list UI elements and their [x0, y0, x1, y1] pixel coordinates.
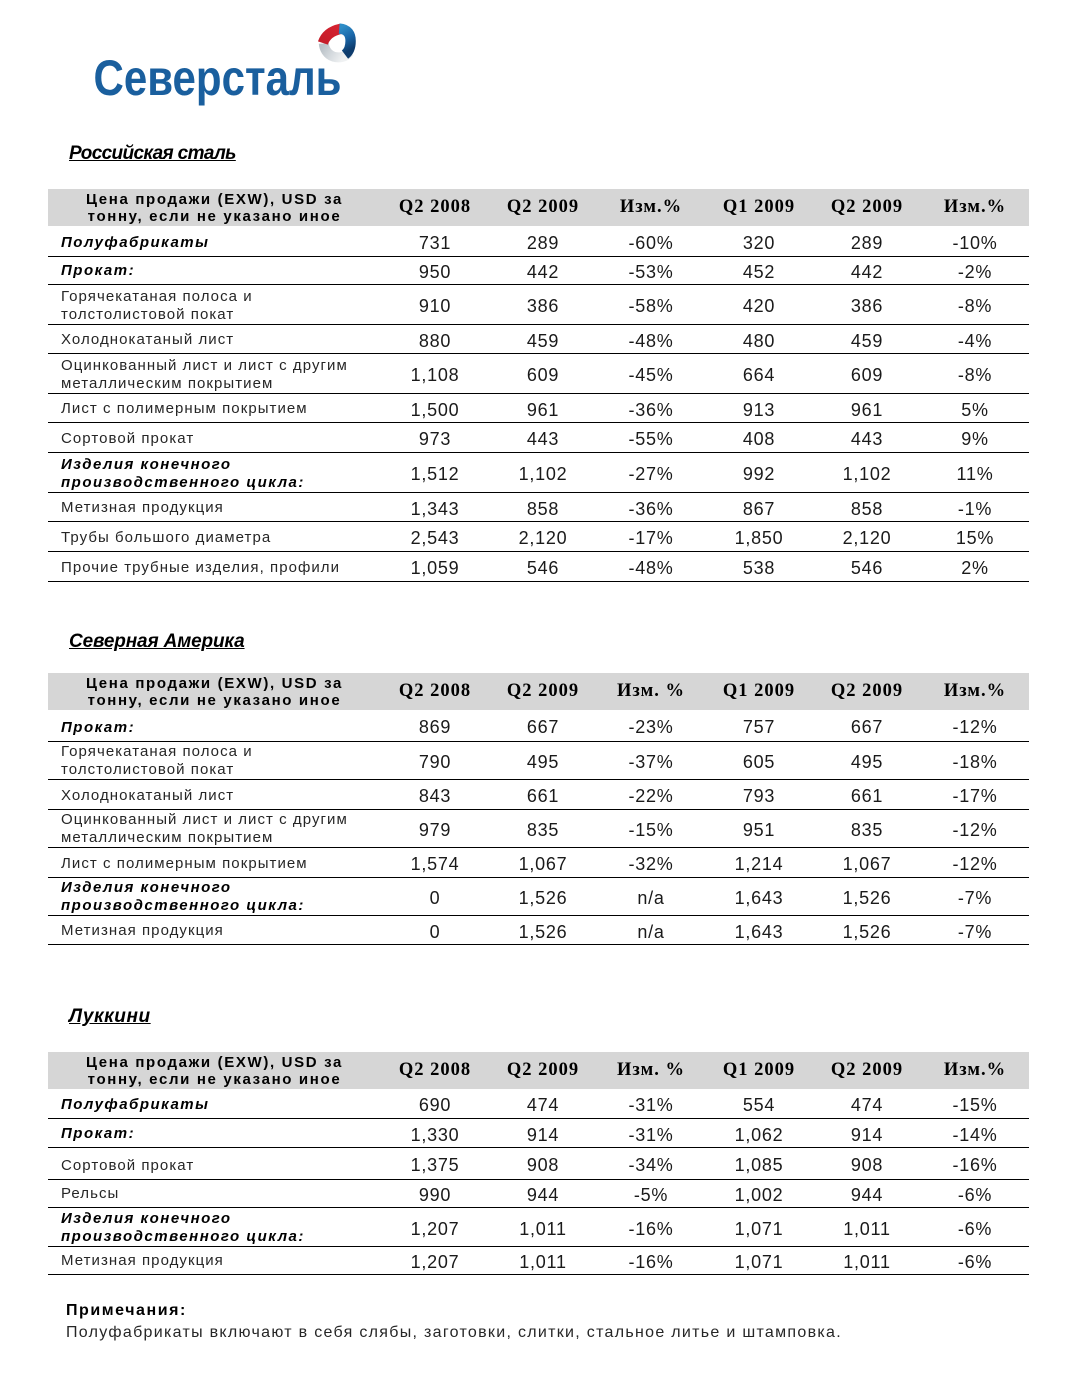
svg-text:Северсталь: Северсталь — [94, 50, 342, 106]
